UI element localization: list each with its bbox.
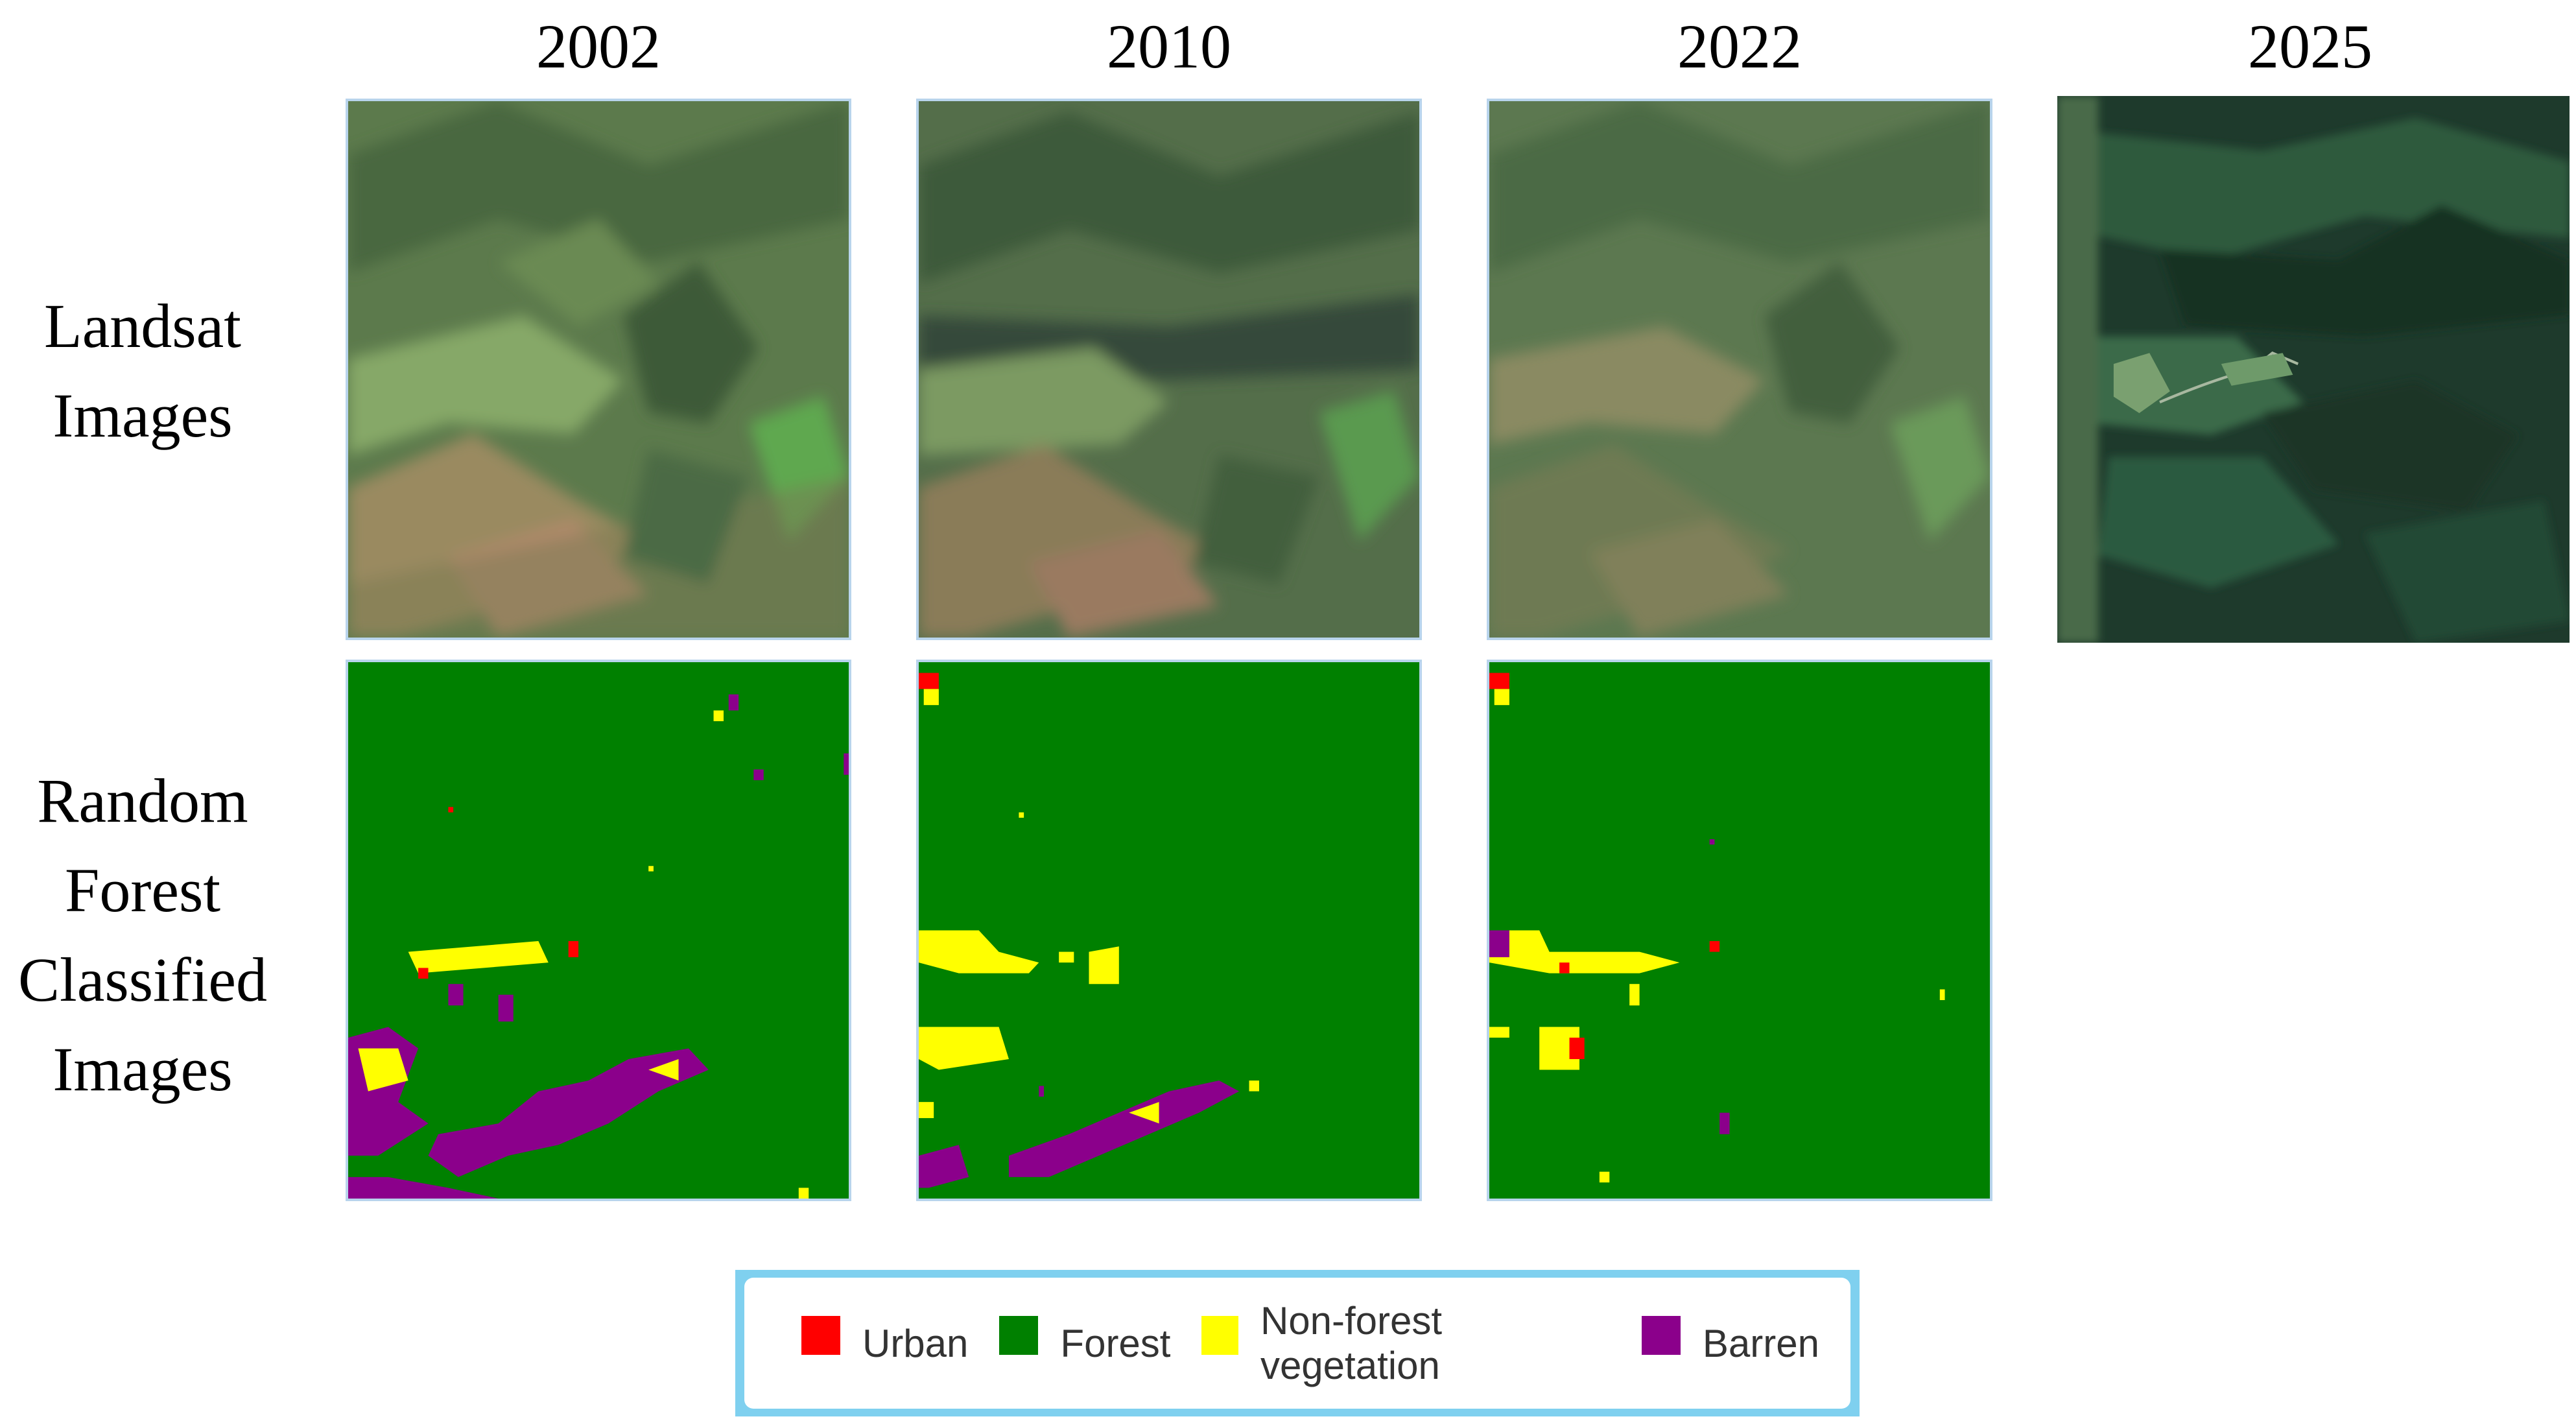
legend-item-forest: Forest	[999, 1316, 1171, 1366]
row-label-classified: Random Forest Classified Images	[0, 756, 311, 1114]
row-label-landsat-line2: Images	[53, 381, 233, 450]
landsat-image-2010	[916, 99, 1422, 640]
legend-swatch-forest	[999, 1316, 1039, 1355]
classified-image-2010	[916, 660, 1422, 1201]
row-label-classified-line3: Classified	[18, 945, 267, 1014]
legend-item-non-forest-vegetation: Non-forest vegetation	[1201, 1298, 1610, 1388]
legend-label-non-forest-vegetation: Non-forest vegetation	[1260, 1299, 1443, 1387]
row-label-landsat: Landsat Images	[0, 281, 311, 460]
legend-label-urban: Urban	[862, 1321, 969, 1365]
landsat-image-2022	[1487, 99, 1992, 640]
satellite-image-2025	[2057, 96, 2570, 643]
classified-image-2002	[346, 660, 851, 1201]
landsat-image-2002	[346, 99, 851, 640]
legend-label-forest: Forest	[1060, 1321, 1171, 1365]
legend: Urban Forest Non-forest vegetation Barre…	[735, 1270, 1860, 1416]
legend-swatch-barren	[1641, 1316, 1681, 1355]
row-label-classified-line4: Images	[53, 1034, 233, 1104]
row-label-classified-line1: Random	[37, 766, 248, 835]
year-header-2025: 2025	[2248, 12, 2372, 81]
year-header-2022: 2022	[1677, 12, 1802, 81]
legend-swatch-non-forest-vegetation	[1201, 1316, 1238, 1355]
legend-item-urban: Urban	[801, 1316, 969, 1366]
row-label-landsat-line1: Landsat	[44, 291, 241, 361]
classified-image-2022	[1487, 660, 1992, 1201]
legend-swatch-urban	[801, 1316, 840, 1355]
legend-box: Urban Forest Non-forest vegetation Barre…	[744, 1278, 1850, 1409]
legend-label-barren: Barren	[1702, 1321, 1819, 1365]
year-header-2002: 2002	[536, 12, 661, 81]
legend-item-barren: Barren	[1641, 1316, 1819, 1366]
year-header-2010: 2010	[1107, 12, 1231, 81]
row-label-classified-line2: Forest	[65, 855, 220, 925]
